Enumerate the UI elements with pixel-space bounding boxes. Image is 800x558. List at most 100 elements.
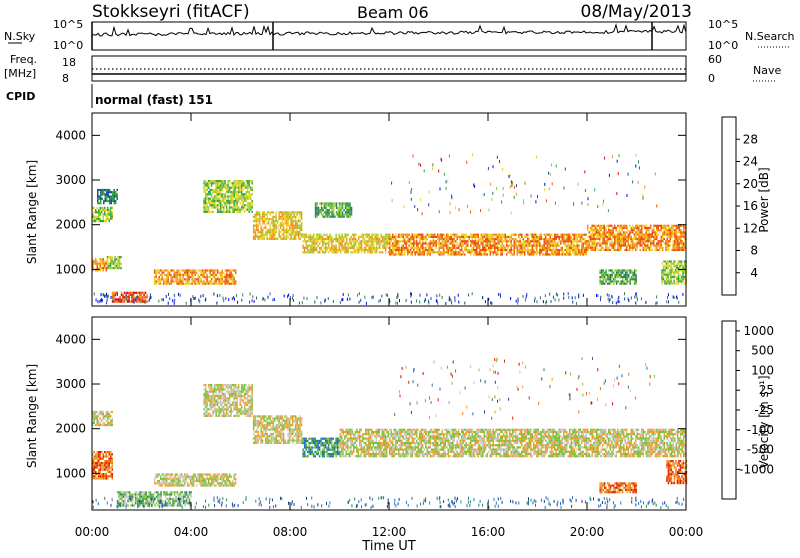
power-cell — [527, 238, 529, 240]
power-cell — [343, 236, 345, 238]
power-cell — [400, 234, 402, 236]
power-cell — [560, 249, 562, 251]
power-cell — [173, 274, 175, 276]
power-cell — [533, 238, 535, 240]
power-cell — [647, 227, 649, 229]
power-cell — [626, 276, 628, 278]
power-cell — [263, 233, 265, 235]
power-cell — [653, 225, 655, 227]
power-cell — [340, 245, 342, 247]
power-cell — [565, 245, 567, 247]
power-cell — [262, 216, 264, 218]
power-cell — [124, 292, 126, 294]
power-cell — [286, 236, 288, 238]
velocity-cell — [193, 476, 195, 478]
power-cell — [221, 180, 223, 182]
power-cell — [359, 240, 361, 242]
power-cell — [584, 249, 586, 251]
power-noise-cell — [150, 293, 151, 296]
power-noise-cell — [656, 295, 657, 298]
power-cell — [283, 227, 285, 229]
power-cell — [102, 191, 104, 193]
power-cell — [520, 247, 522, 249]
power-cell — [167, 272, 169, 274]
power-cell — [269, 227, 271, 229]
power-cell — [278, 225, 280, 227]
power-cell — [681, 276, 683, 278]
power-cell — [634, 236, 636, 238]
power-cell — [100, 196, 102, 198]
velocity-cell — [123, 504, 125, 506]
power-cell — [401, 253, 403, 255]
power-noise-cell — [111, 296, 112, 299]
power-cell — [494, 249, 496, 251]
power-cell — [305, 234, 307, 236]
power-cell — [232, 274, 234, 276]
power-cell — [547, 247, 549, 249]
power-cell — [199, 283, 201, 285]
power-cell — [280, 216, 282, 218]
power-cell — [571, 247, 573, 249]
power-cell — [611, 245, 613, 247]
velocity-cell — [104, 460, 106, 462]
power-cell — [681, 265, 683, 267]
power-cell — [226, 200, 228, 202]
power-cell — [98, 263, 100, 265]
power-cell — [191, 276, 193, 278]
power-cell — [605, 269, 607, 271]
power-cell — [599, 234, 601, 236]
velocity-cell — [107, 460, 109, 462]
power-cell — [131, 298, 133, 300]
power-cell — [365, 242, 367, 244]
power-cell — [382, 240, 384, 242]
power-cell — [481, 249, 483, 251]
power-cell — [442, 242, 444, 244]
power-cell — [316, 242, 318, 244]
power-cell — [281, 220, 283, 222]
power-cell — [401, 234, 403, 236]
velocity-cell — [98, 455, 100, 457]
power-cell — [547, 245, 549, 247]
power-cell — [602, 227, 604, 229]
power-cell — [401, 249, 403, 251]
power-cell — [247, 180, 249, 182]
velocity-cell — [166, 493, 168, 495]
power-cell — [658, 225, 660, 227]
power-cell — [472, 238, 474, 240]
velocity-cell — [157, 482, 159, 484]
power-noise-cell — [96, 298, 97, 301]
velocity-cell — [188, 476, 190, 478]
power-cell — [260, 233, 262, 235]
power-cell — [614, 245, 616, 247]
power-cell — [608, 269, 610, 271]
power-cell — [241, 206, 243, 208]
power-noise-cell — [544, 188, 545, 191]
power-cell — [308, 245, 310, 247]
velocity-cell — [118, 496, 120, 498]
power-cell — [299, 238, 301, 240]
power-cell — [400, 240, 402, 242]
power-cell — [553, 251, 555, 253]
velocity-cell — [112, 477, 114, 479]
power-noise-cell — [514, 196, 515, 199]
power-cell — [445, 251, 447, 253]
power-cell — [667, 274, 669, 276]
power-cell — [628, 240, 630, 242]
power-cell — [110, 209, 112, 211]
power-cell — [140, 294, 142, 296]
power-cell — [530, 251, 532, 253]
power-cell — [217, 193, 219, 195]
power-cell — [584, 240, 586, 242]
power-noise-cell — [597, 205, 598, 208]
power-cell — [327, 209, 329, 211]
power-cell — [635, 283, 637, 285]
velocity-cell — [166, 484, 168, 486]
velocity-cell — [132, 496, 134, 498]
velocity-cell — [103, 411, 105, 413]
velocity-cell — [100, 451, 102, 453]
power-cell — [114, 200, 116, 202]
power-cell — [111, 200, 113, 202]
velocity-cell — [100, 417, 102, 419]
power-cell — [218, 187, 220, 189]
power-noise-cell — [252, 295, 253, 298]
